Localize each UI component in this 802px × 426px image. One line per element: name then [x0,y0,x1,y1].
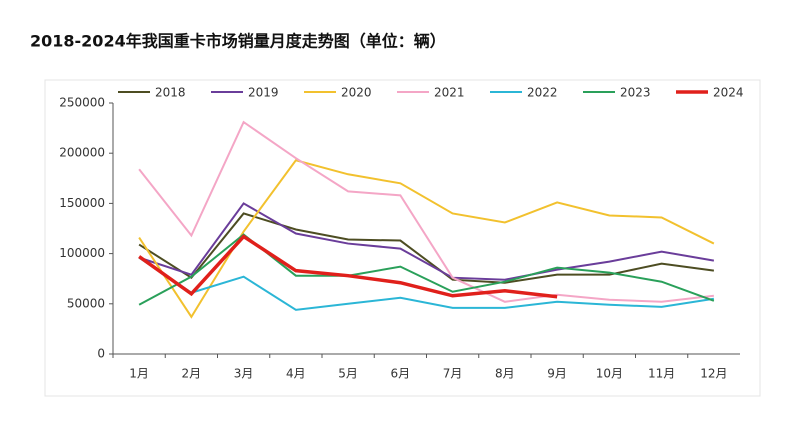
legend-label: 2024 [713,86,744,100]
x-tick-label: 11月 [648,367,675,381]
legend-label: 2021 [434,86,465,100]
y-tick-label: 0 [97,347,105,361]
legend-label: 2023 [620,86,651,100]
line-series [138,234,558,299]
x-tick-label: 7月 [443,367,463,381]
x-tick-label: 10月 [596,367,623,381]
x-tick-label: 6月 [391,367,411,381]
x-tick-label: 5月 [338,367,358,381]
y-tick-label: 200000 [59,146,105,160]
y-tick-label: 100000 [59,246,105,260]
x-tick-label: 9月 [547,367,567,381]
legend-label: 2018 [155,86,186,100]
line-series [138,120,714,303]
legend-label: 2022 [527,86,558,100]
x-tick-label: 4月 [286,367,306,381]
line-series [138,159,715,319]
line-series [138,233,715,306]
x-tick-label: 1月 [129,367,149,381]
y-tick-label: 50000 [67,296,105,310]
x-tick-label: 12月 [700,367,727,381]
y-tick-label: 150000 [59,196,105,210]
x-tick-label: 3月 [234,367,254,381]
x-tick-label: 2月 [182,367,202,381]
legend-label: 2020 [341,86,372,100]
y-tick-label: 250000 [59,96,105,110]
legend-label: 2019 [248,86,279,100]
chart-frame [44,79,761,397]
line-series [138,256,715,311]
x-tick-label: 8月 [495,367,515,381]
chart-title: 2018-2024年我国重卡市场销量月度走势图（单位：辆） [30,32,446,51]
line-series [138,212,715,284]
line-series [138,202,715,281]
